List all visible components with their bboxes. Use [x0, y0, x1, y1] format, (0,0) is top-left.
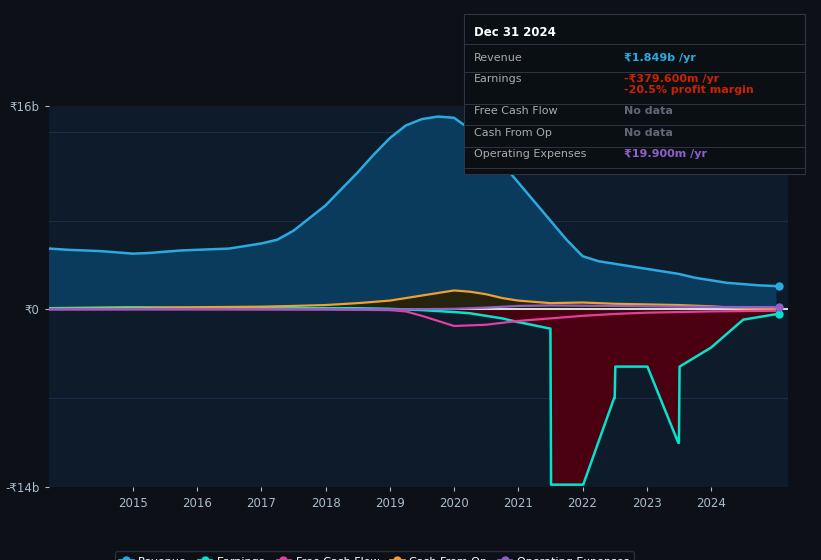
Text: Free Cash Flow: Free Cash Flow — [474, 106, 557, 116]
Text: Cash From Op: Cash From Op — [474, 128, 552, 138]
Text: -20.5% profit margin: -20.5% profit margin — [624, 85, 754, 95]
Text: No data: No data — [624, 128, 673, 138]
Text: ₹19.900m /yr: ₹19.900m /yr — [624, 149, 707, 159]
Text: ₹1.849b /yr: ₹1.849b /yr — [624, 53, 696, 63]
Text: Revenue: Revenue — [474, 53, 522, 63]
Legend: Revenue, Earnings, Free Cash Flow, Cash From Op, Operating Expenses: Revenue, Earnings, Free Cash Flow, Cash … — [115, 552, 634, 560]
Text: Dec 31 2024: Dec 31 2024 — [474, 26, 556, 39]
Text: Earnings: Earnings — [474, 74, 522, 84]
Text: No data: No data — [624, 106, 673, 116]
Text: Operating Expenses: Operating Expenses — [474, 149, 586, 159]
Text: -₹379.600m /yr: -₹379.600m /yr — [624, 74, 719, 84]
